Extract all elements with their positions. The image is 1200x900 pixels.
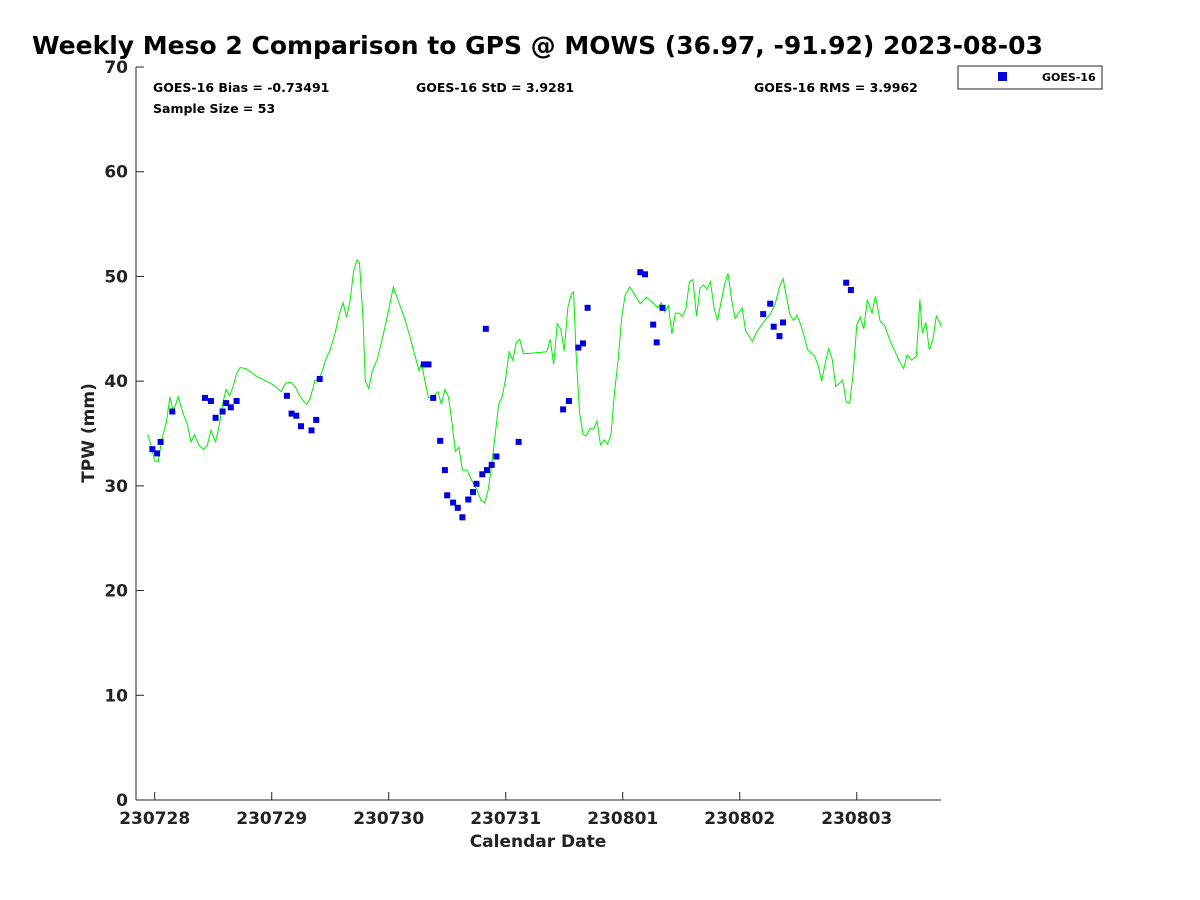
goes16-point [157,438,164,445]
goes16-point [444,492,451,499]
y-tick-label: 10 [104,686,128,706]
goes16-point [430,394,437,401]
goes16-point [770,323,777,330]
goes16-point [450,499,457,506]
goes16-point [207,398,214,404]
x-tick-label: 230731 [470,809,541,829]
goes16-point [308,427,315,434]
gps-series-line [147,258,941,504]
plot-area [135,67,941,801]
goes16-point [465,496,472,503]
series-layer [147,258,941,521]
goes16-point [515,438,522,445]
x-axis-ticks: 230728 230729 230730 230731 230801 230802 2308… [119,792,892,829]
x-tick-label: 230803 [821,809,892,829]
goes16-point [202,394,208,401]
goes16-point [484,467,490,474]
goes16-point [169,408,176,415]
goes16-point [233,398,240,404]
goes16-point [470,489,476,496]
goes16-point [313,416,320,423]
goes16-point [843,279,850,286]
goes16-point [847,287,854,293]
goes16-point [420,361,427,368]
legend-box [957,65,1103,90]
legend-label: GOES-16 [1042,71,1096,84]
legend: GOES-16 [957,65,1103,90]
goes16-point [659,304,666,311]
sample-size-stat: Sample Size = 53 [153,101,275,116]
goes16-point [437,437,444,444]
goes16-point [760,311,767,318]
goes16-point [560,406,567,413]
goes16-point [780,319,786,326]
goes16-point [293,412,300,419]
x-tick-label: 230728 [119,809,190,829]
x-axis-label: Calendar Date [470,832,607,852]
y-tick-label: 0 [116,791,128,811]
chart-title: Weekly Meso 2 Comparison to GPS @ MOWS (… [32,31,1043,60]
x-tick-label: 230801 [587,809,658,829]
goes16-point [479,471,486,478]
goes16-point [575,344,582,351]
goes16-point [288,410,295,417]
goes16-point [767,300,774,307]
goes16-point [298,423,304,430]
goes16-point [316,376,323,382]
goes16-point [425,361,432,368]
y-tick-label: 40 [104,372,128,392]
y-axis-ticks: 0 10 20 30 40 50 60 70 [104,58,144,811]
goes16-point [637,269,644,276]
goes16-point [473,480,480,487]
goes16-point [149,446,156,453]
goes16-point [493,453,500,460]
goes16-point [227,404,234,411]
goes16-point [223,400,230,407]
goes16-point [565,398,572,404]
goes16-point [482,325,489,332]
rms-stat: GOES-16 RMS = 3.9962 [754,80,918,95]
y-tick-label: 20 [104,582,128,602]
y-tick-label: 30 [104,477,128,497]
goes16-point [488,461,495,468]
goes16-point [212,414,219,421]
goes16-point [283,392,290,399]
std-stat: GOES-16 StD = 3.9281 [416,80,574,95]
goes16-point [154,450,161,457]
y-axis-label: TPW (mm) [79,383,99,483]
y-tick-label: 70 [104,58,128,78]
y-tick-label: 60 [104,163,128,183]
y-tick-label: 50 [104,267,128,287]
goes16-point [454,504,461,511]
x-tick-label: 230730 [353,809,424,829]
legend-marker [998,72,1007,81]
goes16-point [580,340,586,347]
goes16-point [650,321,657,328]
goes16-point [219,408,226,415]
bias-stat: GOES-16 Bias = -0.73491 [153,80,329,95]
goes16-point [653,339,660,346]
goes16-point [776,333,783,340]
goes16-point [441,467,448,474]
x-tick-label: 230802 [704,809,775,829]
goes16-point [584,304,591,311]
goes16-point [642,271,648,278]
x-tick-label: 230729 [236,809,307,829]
goes16-point [459,514,466,521]
